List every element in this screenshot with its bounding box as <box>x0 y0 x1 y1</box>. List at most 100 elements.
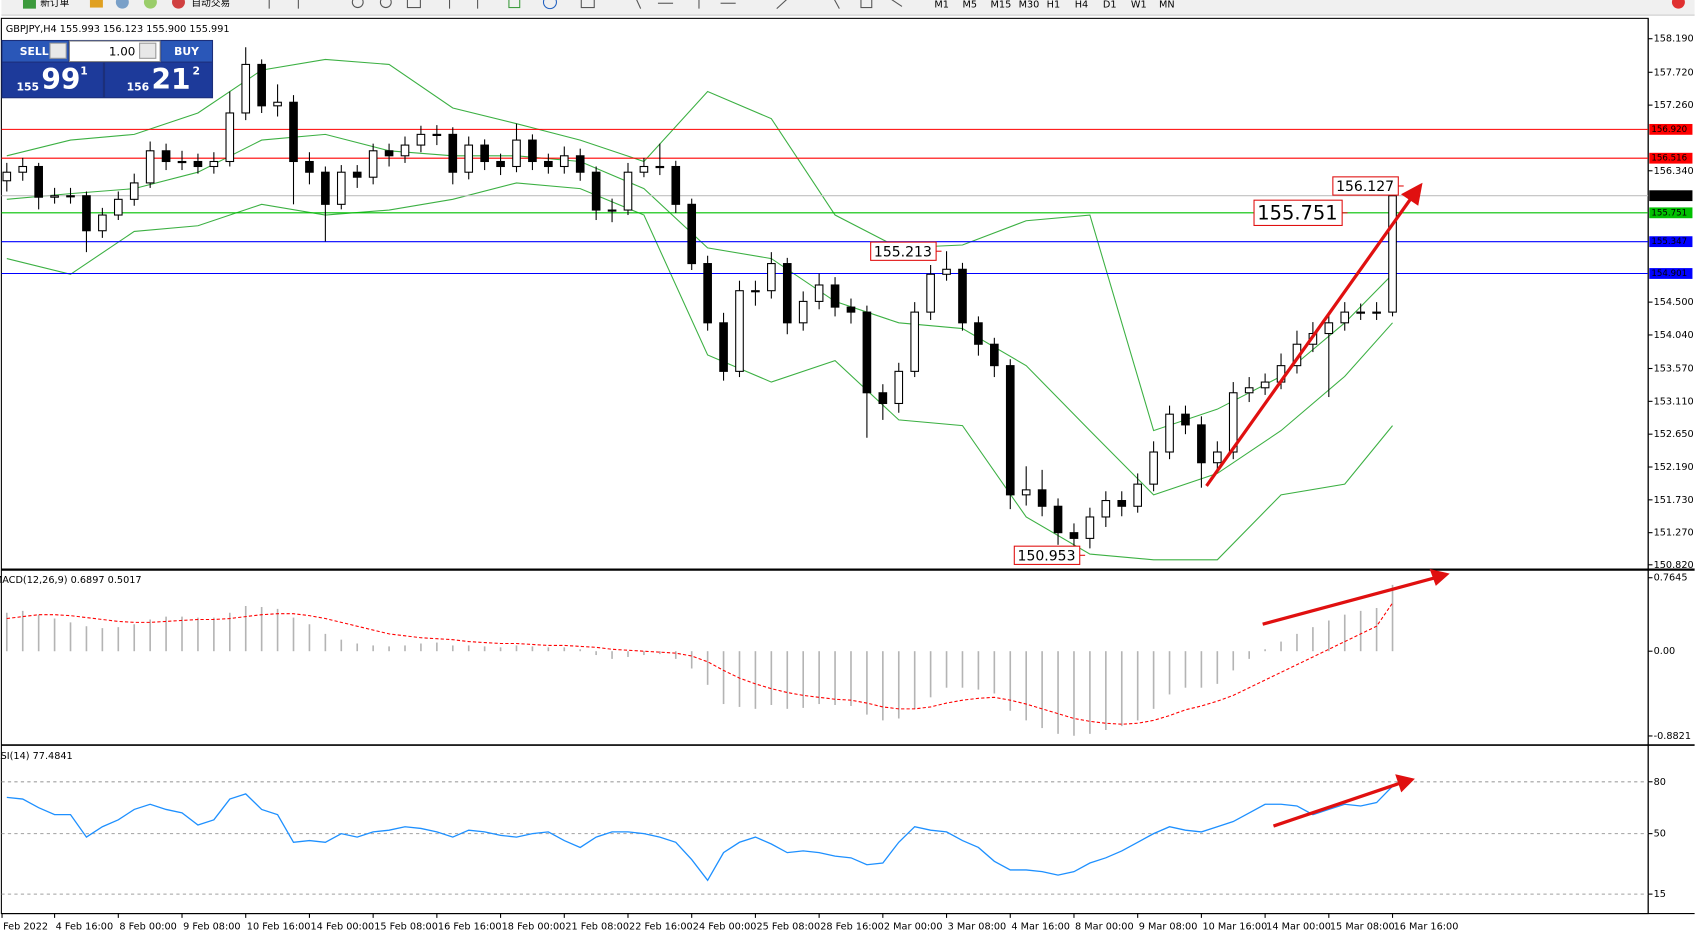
level-tag <box>1649 236 1693 248</box>
candle-body <box>655 165 665 169</box>
candle-body <box>273 101 282 107</box>
timeframe[interactable]: W1 <box>1131 0 1147 10</box>
x-tick-label: 22 Feb 16:00 <box>629 922 693 933</box>
timeframe[interactable]: M5 <box>962 0 977 10</box>
y-tick-label: 0.00 <box>1654 646 1676 657</box>
candle-body <box>321 171 330 205</box>
x-tick-label: 16 Mar 16:00 <box>1394 922 1459 933</box>
templates[interactable] <box>580 0 595 9</box>
arrow-head <box>1400 182 1423 206</box>
candle-body <box>1149 451 1158 485</box>
annotation: 155.751 <box>1257 201 1337 224</box>
lot-value[interactable]: 1.00 <box>109 44 135 58</box>
x-tick-label: 15 Feb 08:00 <box>374 922 438 933</box>
timeframe[interactable]: MN <box>1159 0 1175 10</box>
candle-body <box>575 155 585 173</box>
candle-body <box>448 133 458 173</box>
y-tick-label: 157.260 <box>1654 100 1694 111</box>
bollinger-middle <box>6 133 1393 496</box>
candle-body <box>98 214 107 232</box>
y-tick-label: 156.340 <box>1654 166 1694 177</box>
candle-body <box>703 263 712 324</box>
candle-body <box>1324 322 1334 335</box>
buy-button[interactable] <box>161 41 212 62</box>
level-tag <box>1649 207 1693 219</box>
timeframe[interactable]: M30 <box>1019 0 1040 10</box>
candle-body <box>1228 392 1238 453</box>
x-tick-label: 9 Feb 08:00 <box>183 922 240 933</box>
x-tick-label: 8 Mar 00:00 <box>1075 922 1134 933</box>
candle-body <box>623 171 633 211</box>
y-tick-label: 152.650 <box>1654 429 1694 440</box>
candle-body <box>66 195 75 198</box>
cursor[interactable] <box>635 0 642 9</box>
zoom-in[interactable] <box>351 0 364 9</box>
level-label: 155.991 <box>1651 191 1687 201</box>
candle-body <box>910 311 920 372</box>
toolbar-icon[interactable] <box>143 0 157 9</box>
y-tick-label: 153.570 <box>1654 364 1694 375</box>
bid-box[interactable] <box>2 62 103 98</box>
ask-big[interactable]: 21 <box>151 63 190 96</box>
toolbar-icon[interactable] <box>89 0 103 8</box>
auto-trading[interactable]: 自动交易 <box>191 0 230 9</box>
x-tick-label: 8 Feb 00:00 <box>119 922 176 933</box>
x-tick-label: 10 Mar 16:00 <box>1202 922 1267 933</box>
level-label: 156.516 <box>1651 154 1687 164</box>
periods[interactable] <box>542 0 557 10</box>
auto-trading-icon[interactable] <box>172 0 185 9</box>
timeframe[interactable]: M1 <box>934 0 949 10</box>
ask-prefix[interactable]: 156 <box>127 80 150 93</box>
timeframe[interactable]: H1 <box>1047 0 1060 10</box>
lot-up[interactable] <box>139 42 157 59</box>
x-tick-label: 25 Feb 08:00 <box>756 922 820 933</box>
candle-body <box>1197 424 1206 464</box>
sell-label[interactable]: SELL <box>20 45 49 58</box>
macd-arrow <box>1262 576 1436 626</box>
y-tick-label: 151.730 <box>1654 495 1694 506</box>
tool-icon[interactable] <box>833 0 840 9</box>
candle-body <box>528 139 537 163</box>
annotation: 155.213 <box>874 244 932 260</box>
bid-prefix[interactable]: 155 <box>17 80 40 93</box>
level-tag <box>1649 152 1693 164</box>
timeframe[interactable]: D1 <box>1103 0 1117 10</box>
zoom-out[interactable] <box>379 0 392 9</box>
y-tick-label: 80 <box>1654 777 1666 788</box>
lot-down[interactable] <box>49 42 67 59</box>
candle-body <box>1260 381 1270 389</box>
candle-body <box>751 290 760 293</box>
x-tick-label: 21 Feb 08:00 <box>565 922 629 933</box>
price-panel: 155.213 150.953 155.751 156.127 <box>1 47 1649 565</box>
new-order[interactable]: 新订单 <box>40 0 69 9</box>
ask-sup[interactable]: 2 <box>193 64 201 77</box>
tile[interactable] <box>406 0 421 9</box>
candle-body <box>1085 516 1095 539</box>
ask-box[interactable] <box>105 62 212 98</box>
candle-body <box>34 165 43 198</box>
candle-body <box>719 322 728 372</box>
toolbar-icon[interactable] <box>115 0 129 9</box>
trendline[interactable] <box>776 0 790 10</box>
rsi-panel <box>1 781 1649 895</box>
bid-sup[interactable]: 1 <box>80 64 88 77</box>
arrows <box>1205 182 1450 828</box>
lot-input[interactable] <box>68 40 161 63</box>
bid-big[interactable]: 99 <box>41 63 80 96</box>
candle-body <box>1005 365 1015 496</box>
candle-body <box>82 195 91 232</box>
buy-label[interactable]: BUY <box>174 45 199 58</box>
candle-body <box>1053 505 1063 534</box>
timeframe[interactable]: H4 <box>1075 0 1088 10</box>
new-order-icon[interactable] <box>22 0 36 9</box>
alert-icon[interactable] <box>1671 0 1685 9</box>
candle-body <box>1133 483 1143 507</box>
annotation: 150.953 <box>1018 548 1076 564</box>
tool-icon[interactable] <box>889 0 903 7</box>
candle-body <box>798 300 808 324</box>
indicators[interactable] <box>508 0 521 9</box>
timeframe[interactable]: M15 <box>991 0 1012 10</box>
text-tool[interactable] <box>860 0 873 9</box>
timeframes: M1 M5 M15 M30 H1 H4 D1 W1 MN <box>934 0 1174 10</box>
